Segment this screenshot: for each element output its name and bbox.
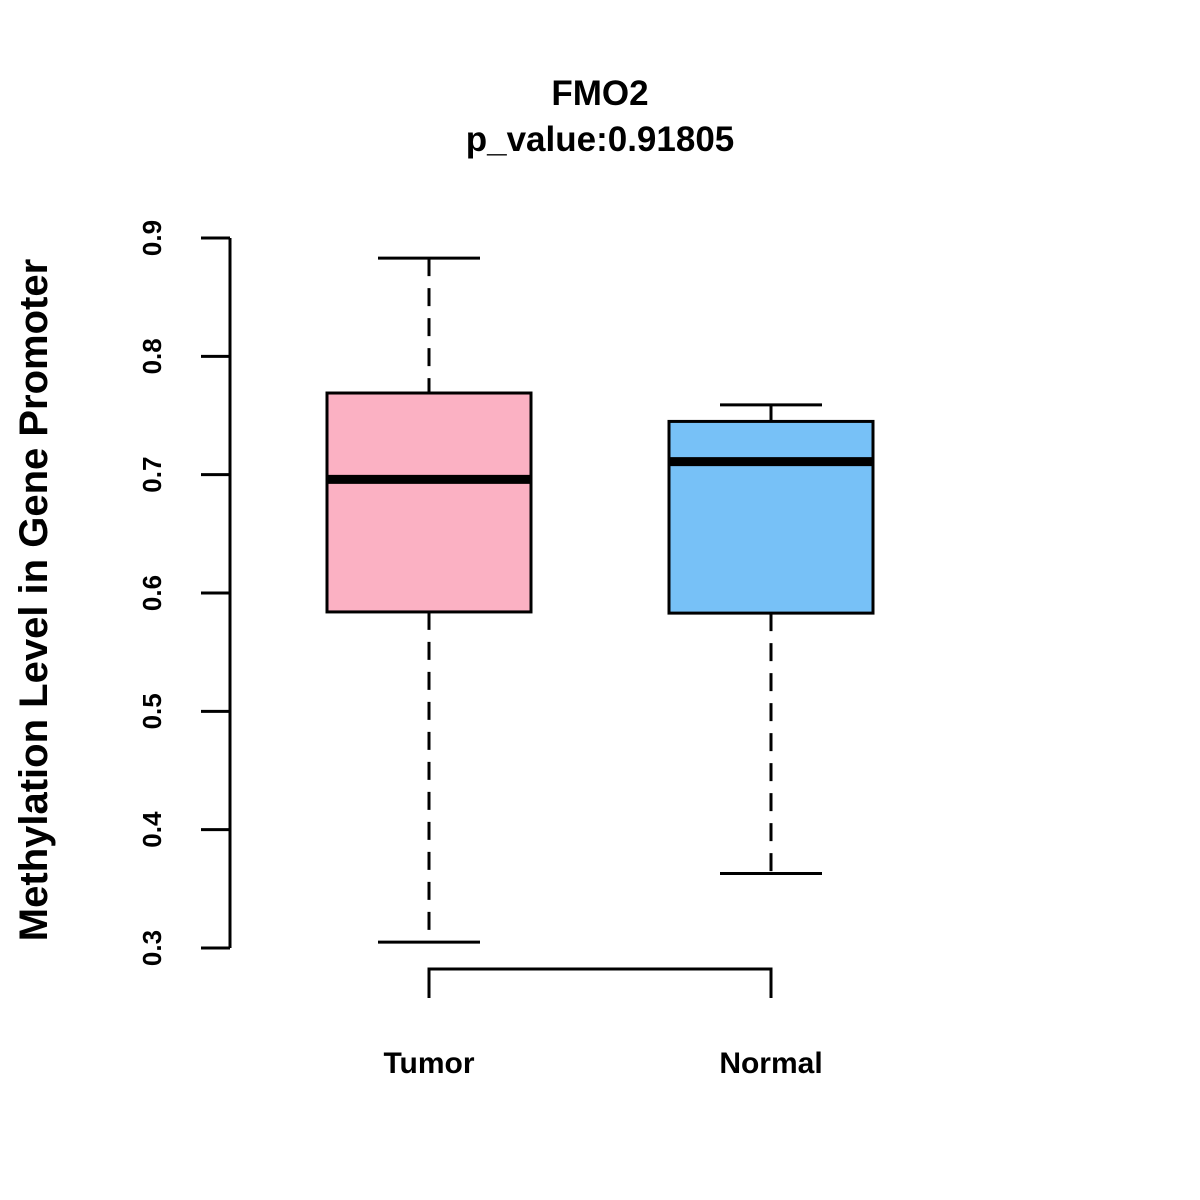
y-axis-label: Methylation Level in Gene Promoter xyxy=(12,259,56,941)
iqr-box xyxy=(325,391,533,614)
y-tick-label: 0.5 xyxy=(137,693,167,729)
box-normal xyxy=(667,403,875,875)
y-tick-label: 0.9 xyxy=(137,220,167,256)
box-tumor xyxy=(325,256,533,944)
category-label: Normal xyxy=(719,1047,822,1080)
y-tick-label: 0.8 xyxy=(137,338,167,374)
y-axis-ticks: 0.3 0.4 0.5 0.6 0.7 0.8 0.9 xyxy=(137,220,230,966)
y-tick-label: 0.3 xyxy=(137,930,167,966)
category-labels: Tumor Normal xyxy=(383,1047,822,1080)
y-tick-label: 0.4 xyxy=(137,811,167,848)
chart-title: FMO2 xyxy=(551,74,648,113)
y-tick-label: 0.6 xyxy=(137,575,167,611)
category-label: Tumor xyxy=(383,1047,474,1080)
box-series xyxy=(325,256,875,944)
significance-bracket xyxy=(427,967,773,998)
iqr-box xyxy=(667,419,875,615)
chart-subtitle: p_value:0.91805 xyxy=(466,120,735,159)
y-tick-label: 0.7 xyxy=(137,457,167,493)
